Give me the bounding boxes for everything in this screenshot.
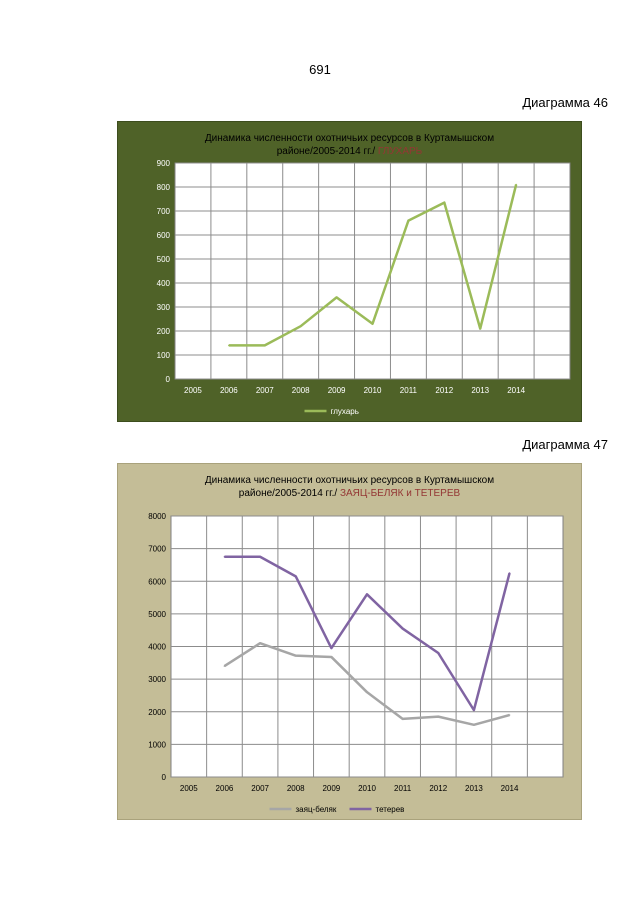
y-tick-label: 6000 [148, 577, 166, 586]
data-point [366, 691, 368, 693]
chart-svg: 0 100 200 300 400 500 600 700 800 900 2005 2006 2007… [157, 159, 571, 416]
data-point [473, 724, 475, 726]
data-point [437, 652, 440, 654]
y-tick-label: 800 [157, 183, 171, 192]
y-tick-label: 7000 [148, 545, 166, 554]
y-tick-label: 8000 [148, 512, 166, 521]
y-tick-label: 300 [157, 303, 171, 312]
chart-svg: 0 1000 2000 3000 4000 5000 6000 7000 8000 2005 200… [148, 512, 564, 814]
y-tick-label: 900 [157, 159, 171, 168]
data-point [443, 201, 446, 204]
x-tick-label: 2013 [471, 386, 489, 395]
chart-title-line1: Динамика численности охотничьих ресурсов… [204, 133, 495, 144]
x-tick-label: 2008 [287, 784, 305, 793]
x-tick-label: 2013 [465, 784, 483, 793]
chart-title-line1: Динамика численности охотничьих ресурсов… [204, 475, 495, 486]
data-point [335, 296, 338, 299]
legend-label: тетерев [376, 805, 405, 814]
y-tick-label: 500 [157, 255, 171, 264]
y-tick-label: 4000 [148, 643, 166, 652]
x-tick-label: 2014 [507, 386, 525, 395]
x-tick-label: 2010 [358, 784, 376, 793]
data-point [263, 344, 266, 347]
data-point [508, 714, 511, 716]
chart-title-line2: районе/2005-2014 гг./ ЗАЯЦ-БЕЛЯК и ТЕТЕР… [118, 487, 581, 500]
y-tick-label: 3000 [148, 675, 166, 684]
data-point [223, 665, 226, 667]
chart-title-line2: районе/2005-2014 гг./ ГЛУХАРЬ [118, 145, 581, 158]
x-tick-label: 2007 [251, 784, 269, 793]
chart-capercaillie: Динамика численности охотничьих ресурсов… [117, 121, 582, 422]
x-tick-label: 2005 [184, 386, 202, 395]
data-point [437, 715, 440, 718]
y-tick-label: 5000 [148, 610, 166, 619]
x-tick-label: 2005 [180, 784, 198, 793]
x-tick-label: 2006 [220, 386, 238, 395]
y-tick-label: 0 [162, 773, 167, 782]
chart-title-line2-text: районе/2005-2014 гг./ [276, 146, 376, 157]
y-tick-label: 700 [157, 207, 171, 216]
data-point [515, 183, 517, 186]
chart-title-highlight: ГЛУХАРЬ [377, 146, 423, 157]
page-number: 691 [309, 62, 331, 77]
data-point [223, 555, 226, 558]
y-tick-label: 400 [157, 279, 171, 288]
x-tick-label: 2011 [394, 784, 412, 793]
data-point [259, 555, 261, 558]
data-point [508, 572, 511, 574]
chart-title-highlight: ЗАЯЦ-БЕЛЯК [339, 488, 404, 499]
legend-label: глухарь [331, 407, 359, 416]
chart-title-line2-text: районе/2005-2014 гг./ [238, 488, 338, 499]
data-point [407, 219, 410, 222]
y-tick-label: 600 [157, 231, 171, 240]
data-point [371, 323, 374, 325]
data-point [299, 325, 302, 327]
data-point [330, 647, 333, 649]
x-tick-label: 2006 [216, 784, 234, 793]
chart-title: Динамика численности охотничьих ресурсов… [118, 474, 581, 500]
data-point [401, 627, 404, 630]
data-point [294, 575, 297, 578]
x-tick-label: 2010 [364, 386, 382, 395]
data-point [259, 642, 261, 645]
x-tick-label: 2012 [435, 386, 453, 395]
y-tick-label: 200 [157, 327, 171, 336]
chart-title: Динамика численности охотничьих ресурсов… [118, 132, 581, 158]
y-tick-label: 2000 [148, 708, 166, 717]
data-point [479, 327, 482, 330]
data-point [294, 654, 297, 657]
y-tick-label: 0 [166, 375, 171, 384]
y-tick-label: 1000 [148, 740, 166, 749]
x-tick-label: 2012 [429, 784, 447, 793]
chart-title-highlight2: ТЕТЕРЕВ [414, 488, 461, 499]
data-point [228, 344, 230, 347]
x-tick-label: 2011 [400, 386, 418, 395]
x-tick-label: 2014 [501, 784, 519, 793]
chart-title-and: и [406, 488, 412, 499]
y-tick-label: 100 [157, 351, 171, 360]
x-tick-label: 2009 [322, 784, 340, 793]
x-tick-label: 2008 [292, 386, 310, 395]
diagram-46-label: Диаграмма 46 [522, 95, 608, 110]
x-tick-label: 2007 [256, 386, 274, 395]
x-tick-label: 2009 [328, 386, 346, 395]
diagram-47-label: Диаграмма 47 [522, 437, 608, 452]
chart-hare-grouse: Динамика численности охотничьих ресурсов… [117, 463, 582, 820]
data-point [366, 593, 368, 596]
data-point [330, 656, 333, 658]
legend-label: заяц-беляк [296, 805, 337, 814]
data-point [473, 709, 475, 711]
data-point [401, 718, 404, 720]
